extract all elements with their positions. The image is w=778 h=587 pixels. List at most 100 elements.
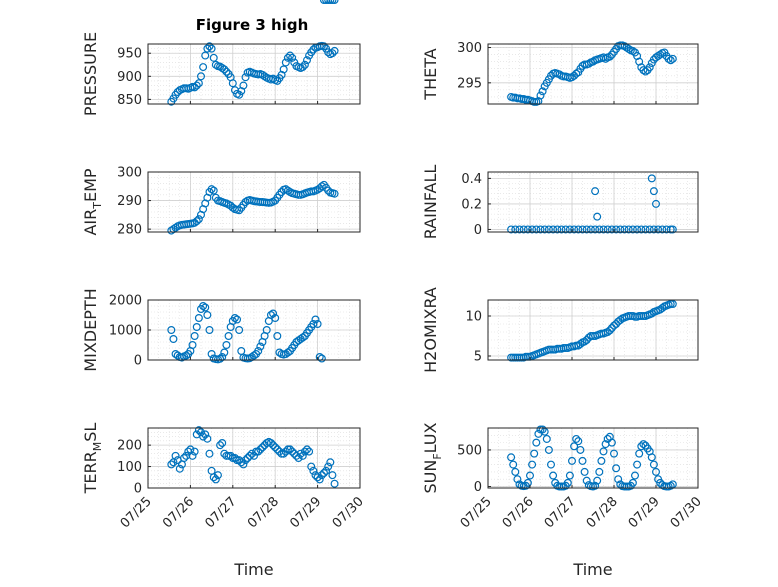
data-point xyxy=(317,471,326,480)
data-point xyxy=(296,449,305,458)
data-point xyxy=(319,42,328,51)
subplot-sun-flux: 0 500 SUNFLUX 07/25 07/26 07/27 07/28 07/29 07/3… xyxy=(421,422,705,579)
data-point xyxy=(211,60,220,69)
subplot-h2omixra: 5 10 H2OMIXRA xyxy=(421,287,699,373)
data-point xyxy=(593,476,602,485)
data-point xyxy=(254,447,263,456)
data-point xyxy=(197,72,206,81)
data-series xyxy=(167,180,339,235)
data-point xyxy=(540,225,549,234)
data-point xyxy=(330,479,339,488)
data-point xyxy=(269,441,278,450)
subplot-terr-msl: 0 100 200 TERRMSL 07/25 07/26 07/27 07/28 07/29 0… xyxy=(81,423,367,579)
data-point xyxy=(309,466,318,475)
data-point xyxy=(283,186,292,195)
data-point xyxy=(250,451,259,460)
y-tick-label: 200 xyxy=(117,439,142,454)
data-point xyxy=(523,478,532,487)
data-point xyxy=(271,314,280,323)
data-point xyxy=(207,44,216,53)
x-tick-label: 07/30 xyxy=(330,494,367,531)
y-tick-label: 2000 xyxy=(109,294,142,309)
data-point xyxy=(175,464,184,473)
data-point xyxy=(324,0,333,4)
data-point xyxy=(507,225,516,234)
data-point xyxy=(597,456,606,465)
data-point xyxy=(258,443,267,452)
data-point xyxy=(578,225,587,234)
y-tick-label: 0 xyxy=(474,223,482,238)
subplot-rainfall: 0 0.2 0.4 RAINFALL xyxy=(421,165,699,239)
data-point xyxy=(233,456,242,465)
data-point xyxy=(538,87,547,96)
data-point xyxy=(639,440,648,449)
data-point xyxy=(509,460,518,469)
data-point xyxy=(230,314,239,323)
y-axis-label: PRESSURE xyxy=(81,32,100,116)
data-point xyxy=(511,467,520,476)
data-point xyxy=(549,471,558,480)
x-axis-label: Time xyxy=(572,560,612,579)
data-point xyxy=(612,225,621,234)
y-tick-label: 100 xyxy=(117,460,142,475)
y-axis-label: H2OMIXRA xyxy=(421,287,440,373)
data-point xyxy=(171,451,180,460)
data-point xyxy=(216,354,225,363)
data-point xyxy=(633,460,642,469)
data-point xyxy=(574,437,583,446)
data-point xyxy=(328,0,337,4)
x-tick-label: 07/30 xyxy=(668,494,705,531)
y-axis-label: THETA xyxy=(421,48,440,100)
data-point xyxy=(572,434,581,443)
data-point xyxy=(616,225,625,234)
data-point xyxy=(205,449,214,458)
data-point xyxy=(298,63,307,72)
data-point xyxy=(273,332,282,341)
data-point xyxy=(197,428,206,437)
data-point xyxy=(209,473,218,482)
x-tick-label: 07/26 xyxy=(500,494,537,531)
data-point xyxy=(507,453,516,462)
data-point xyxy=(612,464,621,473)
data-point xyxy=(603,225,612,234)
data-point xyxy=(300,60,309,69)
y-tick-label: 1000 xyxy=(109,324,142,339)
data-point xyxy=(605,52,614,61)
data-point xyxy=(572,69,581,78)
data-point xyxy=(309,320,318,329)
data-point xyxy=(252,447,261,456)
data-point xyxy=(328,471,337,480)
data-point xyxy=(277,449,286,458)
data-point xyxy=(647,309,656,318)
data-point xyxy=(578,456,587,465)
data-point xyxy=(324,186,333,195)
data-point xyxy=(319,469,328,478)
data-point xyxy=(283,445,292,454)
data-point xyxy=(563,478,572,487)
data-point xyxy=(528,225,537,234)
data-point xyxy=(609,449,618,458)
data-point xyxy=(313,473,322,482)
data-point xyxy=(635,449,644,458)
data-point xyxy=(546,460,555,469)
data-point xyxy=(298,451,307,460)
y-tick-label: 290 xyxy=(117,194,142,209)
data-point xyxy=(220,348,229,357)
data-point xyxy=(637,225,646,234)
data-point xyxy=(322,466,331,475)
data-point xyxy=(544,445,553,454)
data-point xyxy=(532,225,541,234)
data-point xyxy=(609,321,618,330)
data-point xyxy=(513,475,522,484)
data-point xyxy=(561,225,570,234)
data-point xyxy=(192,323,201,332)
data-point xyxy=(313,320,322,329)
data-point xyxy=(180,454,189,463)
data-point xyxy=(570,442,579,451)
y-tick-label: 295 xyxy=(457,76,482,91)
data-point xyxy=(603,328,612,337)
data-point xyxy=(641,67,650,76)
data-point xyxy=(256,445,265,454)
axes-box xyxy=(487,427,699,489)
data-point xyxy=(167,326,176,335)
